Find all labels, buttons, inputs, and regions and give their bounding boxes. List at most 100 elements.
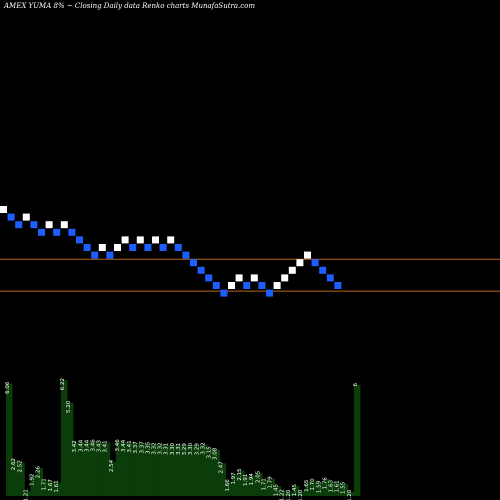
volume-bar xyxy=(103,442,111,496)
volume-bar xyxy=(73,442,80,496)
renko-brick-up xyxy=(114,244,121,251)
volume-label: 2.52 xyxy=(17,460,23,472)
volume-label: 3.44 xyxy=(84,439,90,452)
renko-brick-up xyxy=(304,251,311,259)
volume-label: 6 xyxy=(353,382,359,386)
volume-label: 3.37 xyxy=(133,441,139,454)
volume-bar xyxy=(42,480,50,496)
renko-brick-down xyxy=(311,259,319,267)
volume-bar xyxy=(341,483,349,496)
volume-label: 3.30 xyxy=(170,442,176,455)
volume-bar xyxy=(189,444,196,496)
renko-brick-up xyxy=(152,236,159,244)
renko-brick-up xyxy=(22,213,30,221)
volume-bar xyxy=(244,475,251,496)
renko-brick-down xyxy=(7,213,15,221)
volume-bar xyxy=(97,442,105,496)
volume-label: 1.20 xyxy=(347,489,353,500)
volume-bar xyxy=(317,482,324,496)
volume-label: 1.91 xyxy=(243,474,249,486)
volume-label: 5.20 xyxy=(66,400,72,413)
volume-bar xyxy=(134,443,141,496)
renko-brick-up xyxy=(273,282,281,289)
renko-brick-down xyxy=(326,274,334,282)
volume-label: 2.05 xyxy=(255,470,261,483)
renko-brick-down xyxy=(106,251,114,259)
renko-brick-up xyxy=(121,236,129,244)
volume-label: 3.44 xyxy=(121,439,127,452)
volume-bar xyxy=(274,486,282,496)
volume-bar xyxy=(207,448,214,496)
volume-label: 1.59 xyxy=(316,480,322,493)
volume-label: 1.71 xyxy=(261,478,267,490)
volume-label: 1.20 xyxy=(286,489,292,500)
volume-label: 3.29 xyxy=(194,443,200,456)
renko-brick-down xyxy=(243,282,251,289)
renko-brick-down xyxy=(182,251,190,259)
volume-label: 1.61 xyxy=(335,480,341,492)
volume-label: 1.55 xyxy=(341,481,347,494)
volume-label: 1.45 xyxy=(292,484,298,497)
volume-label: 3.32 xyxy=(200,442,206,454)
volume-bar xyxy=(183,445,190,496)
renko-brick-down xyxy=(190,259,197,267)
volume-label: 2.54 xyxy=(109,459,115,472)
volume-bar xyxy=(85,441,92,496)
renko-brick-up xyxy=(0,206,7,213)
renko-brick-up xyxy=(235,274,243,282)
volume-bar xyxy=(12,460,19,496)
renko-brick-up xyxy=(228,282,235,289)
renko-brick-down xyxy=(266,289,273,297)
volume-label: 1.92 xyxy=(30,474,36,486)
renko-brick-down xyxy=(334,282,342,289)
volume-label: 3.46 xyxy=(115,439,121,452)
volume-label: 3.30 xyxy=(188,442,194,455)
volume-bar xyxy=(48,481,56,496)
renko-brick-up xyxy=(60,221,68,229)
volume-label: 3.31 xyxy=(164,443,170,455)
volume-label: 3.32 xyxy=(158,442,164,454)
volume-label: 3.46 xyxy=(91,439,97,452)
volume-label: 2.47 xyxy=(219,461,225,474)
volume-label: 1.61 xyxy=(54,480,60,492)
volume-bar xyxy=(298,491,306,496)
renko-brick-down xyxy=(174,244,182,251)
volume-bar xyxy=(18,462,25,496)
volume-label: 3.41 xyxy=(127,440,133,452)
volume-label: 3.29 xyxy=(182,443,188,456)
renko-brick-up xyxy=(296,259,304,267)
volume-bar xyxy=(79,441,86,496)
volume-bar xyxy=(152,444,159,496)
renko-brick-down xyxy=(38,228,45,236)
volume-bar xyxy=(128,442,135,496)
volume-bar xyxy=(115,441,123,496)
volume-label: 1.65 xyxy=(304,479,310,492)
volume-label: 3.41 xyxy=(103,440,109,452)
volume-bar xyxy=(231,474,239,496)
volume-label: 1.66 xyxy=(225,479,231,492)
volume-label: 1.94 xyxy=(249,473,255,486)
renko-brick-up xyxy=(167,236,175,244)
volume-bar xyxy=(30,475,37,496)
volume-bar xyxy=(109,461,117,496)
renko-brick-up xyxy=(288,266,296,274)
volume-bar xyxy=(195,445,202,496)
volume-bar xyxy=(121,441,129,496)
volume-bar xyxy=(213,449,221,496)
volume-bar xyxy=(225,481,233,496)
renko-brick-down xyxy=(197,266,205,274)
renko-brick-up xyxy=(98,244,106,251)
renko-brick-down xyxy=(258,282,266,289)
volume-label: 3.31 xyxy=(176,443,182,455)
volume-bar xyxy=(323,479,330,496)
volume-label: 3.15 xyxy=(207,446,213,459)
volume-label: 6.06 xyxy=(5,381,11,394)
renko-brick-down xyxy=(91,251,99,259)
volume-bar xyxy=(353,384,361,496)
volume-bar xyxy=(268,478,275,496)
volume-bar xyxy=(36,468,44,496)
renko-brick-down xyxy=(68,228,76,236)
volume-bar xyxy=(6,383,13,496)
volume-bar xyxy=(219,463,227,496)
